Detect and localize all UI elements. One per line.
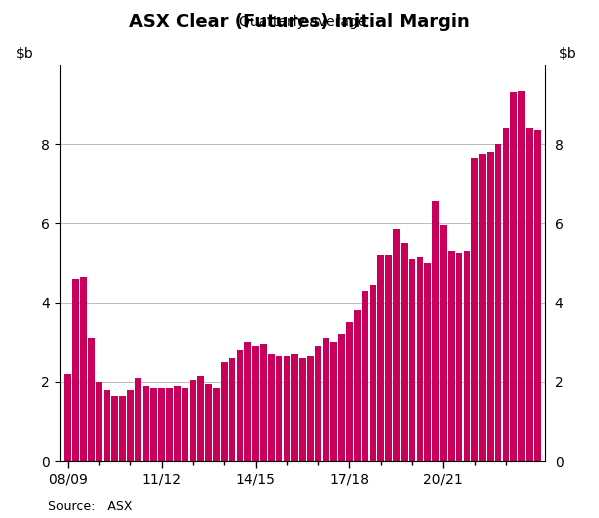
Bar [471,158,478,461]
Bar [377,255,384,461]
Bar [424,263,431,461]
Bar [370,285,376,461]
Text: Source:   ASX: Source: ASX [48,500,132,513]
Bar [221,362,228,461]
Text: ASX Clear (Futures) Initial Margin: ASX Clear (Futures) Initial Margin [129,13,470,31]
Bar [88,338,95,461]
Bar [307,356,314,461]
Bar [283,356,290,461]
Bar [299,358,306,461]
Bar [338,334,345,461]
Bar [205,384,212,461]
Bar [518,91,525,461]
Bar [229,358,235,461]
Bar [260,344,267,461]
Bar [534,130,540,461]
Bar [315,346,322,461]
Bar [401,243,407,461]
Bar [354,310,361,461]
Bar [150,387,157,461]
Bar [385,255,392,461]
Bar [135,378,141,461]
Bar [96,382,102,461]
Title: Quarterly average: Quarterly average [239,15,366,29]
Bar [464,251,470,461]
Bar [268,354,274,461]
Bar [237,350,243,461]
Bar [362,291,368,461]
Bar [111,396,118,461]
Bar [174,386,181,461]
Bar [448,251,455,461]
Bar [72,279,79,461]
Bar [119,396,126,461]
Bar [213,387,220,461]
Bar [456,253,462,461]
Bar [181,387,189,461]
Bar [393,229,400,461]
Bar [409,259,415,461]
Bar [432,202,439,461]
Bar [526,128,533,461]
Bar [252,346,259,461]
Bar [276,356,282,461]
Bar [346,322,353,461]
Text: $b: $b [559,47,577,61]
Bar [198,376,204,461]
Bar [495,144,501,461]
Bar [127,390,134,461]
Bar [479,154,486,461]
Bar [416,257,423,461]
Bar [104,390,110,461]
Bar [503,128,509,461]
Bar [440,225,447,461]
Bar [487,152,494,461]
Bar [323,338,329,461]
Bar [80,277,87,461]
Bar [143,386,149,461]
Bar [166,387,173,461]
Bar [65,374,71,461]
Bar [331,342,337,461]
Bar [291,354,298,461]
Bar [244,342,251,461]
Bar [190,380,196,461]
Bar [510,93,517,461]
Bar [158,387,165,461]
Text: $b: $b [16,47,34,61]
